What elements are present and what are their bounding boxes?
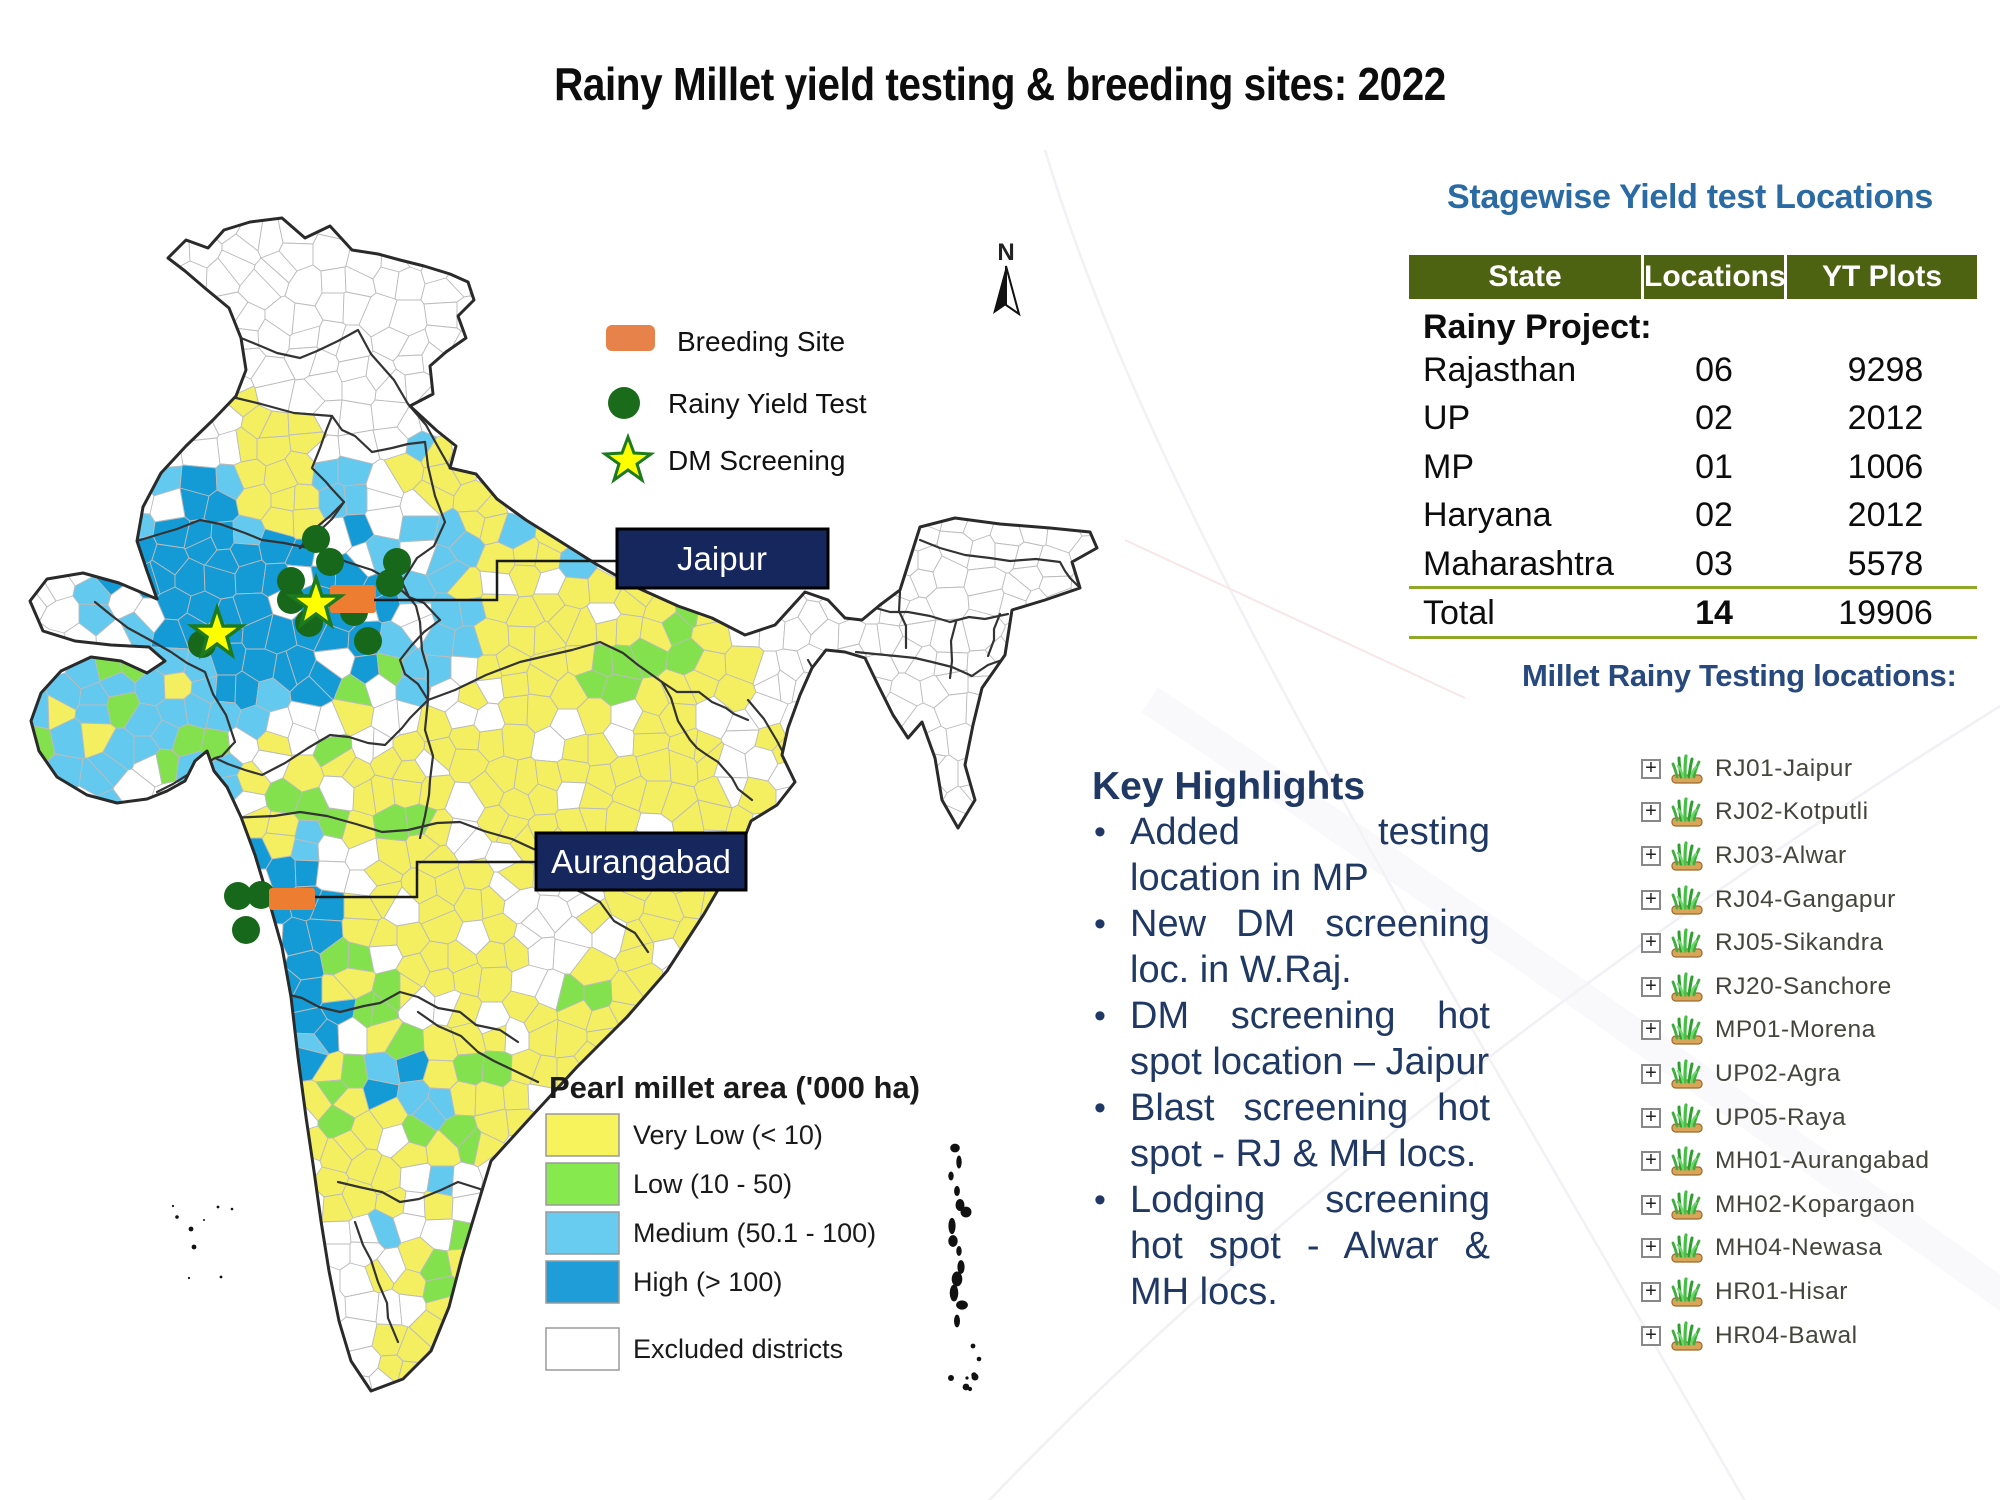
svg-text:Low (10 - 50): Low (10 - 50) <box>633 1169 792 1199</box>
svg-text:Pearl millet area ('000 ha): Pearl millet area ('000 ha) <box>549 1070 920 1105</box>
svg-text:Breeding Site: Breeding Site <box>677 326 845 357</box>
svg-text:High (> 100): High (> 100) <box>633 1267 782 1297</box>
svg-text:N: N <box>997 239 1014 266</box>
svg-text:Aurangabad: Aurangabad <box>551 843 731 880</box>
svg-text:Very Low (< 10): Very Low (< 10) <box>633 1120 823 1150</box>
svg-text:Excluded districts: Excluded districts <box>633 1334 843 1364</box>
svg-text:Medium (50.1 - 100): Medium (50.1 - 100) <box>633 1218 876 1248</box>
svg-text:DM Screening: DM Screening <box>668 445 845 476</box>
svg-text:Jaipur: Jaipur <box>677 540 767 577</box>
svg-text:Rainy Yield Test: Rainy Yield Test <box>668 388 867 419</box>
